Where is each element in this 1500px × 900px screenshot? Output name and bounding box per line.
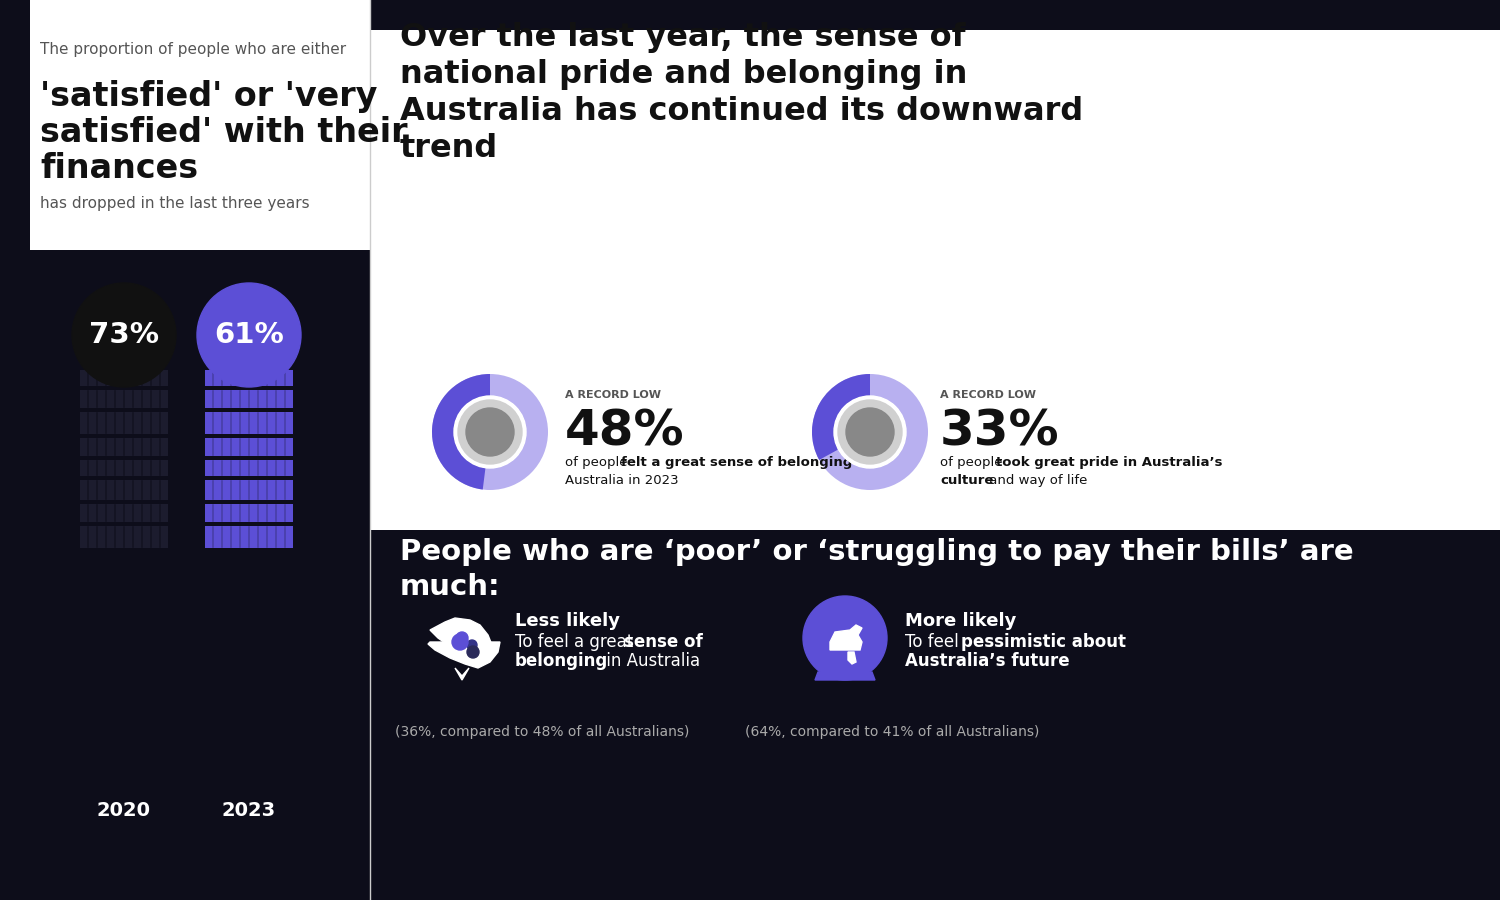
Circle shape — [846, 408, 894, 456]
Text: (64%, compared to 41% of all Australians): (64%, compared to 41% of all Australians… — [746, 725, 1040, 739]
Text: sense of: sense of — [624, 633, 702, 651]
Text: 73%: 73% — [88, 321, 159, 349]
Wedge shape — [812, 374, 928, 490]
Circle shape — [466, 640, 477, 650]
FancyBboxPatch shape — [0, 0, 370, 900]
Text: took great pride in Australia’s: took great pride in Australia’s — [996, 456, 1222, 469]
Text: has dropped in the last three years: has dropped in the last three years — [40, 196, 309, 211]
FancyBboxPatch shape — [206, 412, 292, 434]
Polygon shape — [427, 642, 500, 668]
Text: A RECORD LOW: A RECORD LOW — [566, 390, 662, 400]
FancyBboxPatch shape — [206, 438, 292, 456]
Text: felt a great sense of belonging: felt a great sense of belonging — [621, 456, 852, 469]
Text: Less likely: Less likely — [514, 612, 619, 630]
Circle shape — [452, 634, 468, 650]
Text: (36%, compared to 48% of all Australians): (36%, compared to 48% of all Australians… — [394, 725, 690, 739]
Text: The proportion of people who are either: The proportion of people who are either — [40, 42, 346, 57]
FancyBboxPatch shape — [206, 460, 292, 476]
Text: culture: culture — [940, 474, 993, 487]
Circle shape — [458, 400, 522, 464]
Circle shape — [834, 396, 906, 468]
Circle shape — [72, 283, 176, 387]
FancyBboxPatch shape — [206, 526, 292, 548]
FancyBboxPatch shape — [206, 390, 292, 408]
Polygon shape — [847, 652, 856, 664]
Wedge shape — [812, 374, 870, 460]
FancyBboxPatch shape — [80, 504, 168, 522]
Circle shape — [196, 283, 302, 387]
Text: More likely: More likely — [904, 612, 1017, 630]
Text: Australia in 2023: Australia in 2023 — [566, 474, 678, 487]
Text: 33%: 33% — [940, 408, 1059, 456]
Text: 48%: 48% — [566, 408, 684, 456]
FancyBboxPatch shape — [80, 390, 168, 408]
FancyBboxPatch shape — [80, 526, 168, 548]
Polygon shape — [830, 625, 862, 650]
Text: belonging: belonging — [514, 652, 609, 670]
FancyBboxPatch shape — [80, 370, 168, 386]
Circle shape — [839, 400, 902, 464]
Circle shape — [466, 408, 514, 456]
FancyBboxPatch shape — [0, 0, 30, 250]
FancyBboxPatch shape — [80, 460, 168, 476]
FancyBboxPatch shape — [206, 480, 292, 500]
Text: and way of life: and way of life — [986, 474, 1088, 487]
Polygon shape — [454, 668, 470, 680]
Wedge shape — [432, 374, 490, 490]
Text: 61%: 61% — [214, 321, 284, 349]
FancyBboxPatch shape — [206, 370, 292, 386]
Polygon shape — [815, 672, 874, 680]
FancyBboxPatch shape — [80, 480, 168, 500]
FancyBboxPatch shape — [370, 530, 1500, 900]
Text: finances: finances — [40, 152, 198, 185]
Text: 2020: 2020 — [98, 800, 152, 820]
Circle shape — [456, 632, 468, 644]
Circle shape — [454, 396, 526, 468]
Text: To feel: To feel — [904, 633, 964, 651]
Text: Over the last year, the sense of
national pride and belonging in
Australia has c: Over the last year, the sense of nationa… — [400, 22, 1083, 164]
FancyBboxPatch shape — [206, 504, 292, 522]
Text: A RECORD LOW: A RECORD LOW — [940, 390, 1036, 400]
Text: To feel a great: To feel a great — [514, 633, 639, 651]
Wedge shape — [432, 374, 548, 490]
FancyBboxPatch shape — [370, 0, 1500, 530]
Text: satisfied' with their: satisfied' with their — [40, 116, 408, 149]
FancyBboxPatch shape — [80, 412, 168, 434]
Polygon shape — [430, 618, 492, 658]
FancyBboxPatch shape — [0, 250, 370, 900]
Text: pessimistic about: pessimistic about — [962, 633, 1126, 651]
Text: of people: of people — [940, 456, 1006, 469]
FancyBboxPatch shape — [370, 0, 1500, 30]
Text: in Australia: in Australia — [602, 652, 700, 670]
Circle shape — [466, 646, 478, 658]
Circle shape — [802, 596, 886, 680]
FancyBboxPatch shape — [80, 438, 168, 456]
Text: Australia’s future: Australia’s future — [904, 652, 1070, 670]
Text: 2023: 2023 — [222, 800, 276, 820]
Text: 'satisfied' or 'very: 'satisfied' or 'very — [40, 80, 378, 113]
Text: of people: of people — [566, 456, 632, 469]
Text: People who are ‘poor’ or ‘struggling to pay their bills’ are
much:: People who are ‘poor’ or ‘struggling to … — [400, 538, 1353, 600]
